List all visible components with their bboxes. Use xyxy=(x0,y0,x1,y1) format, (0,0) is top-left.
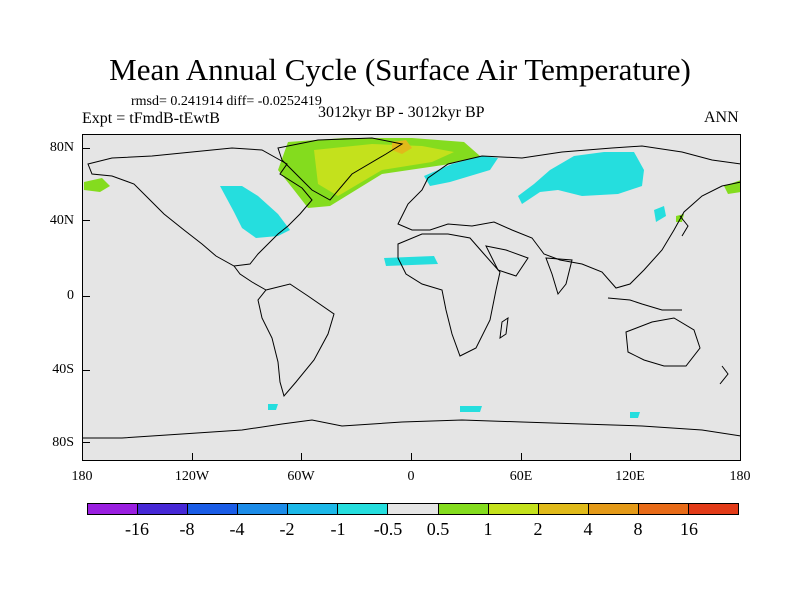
colorbar-label-10: 4 xyxy=(583,519,593,539)
colorbar-box-13 xyxy=(688,504,739,514)
lon-label-180-west: 180 xyxy=(71,469,93,484)
experiment-label: Expt = tFmdB-tEwtB xyxy=(82,110,220,127)
chart-title: Mean Annual Cycle (Surface Air Temperatu… xyxy=(109,52,691,87)
coastline-india xyxy=(545,257,573,296)
lon-label-120e: 120E xyxy=(615,469,645,484)
colorbar-box-7 xyxy=(388,504,439,514)
colorbar-box-2 xyxy=(138,504,189,514)
central-asia-cool-patch xyxy=(654,206,666,222)
greenland-yellow-patch xyxy=(314,144,454,196)
colorbar-label-9: 2 xyxy=(533,519,543,539)
lon-label-60e: 60E xyxy=(509,469,533,484)
coastline-new-zealand xyxy=(719,365,729,385)
coastline-japan xyxy=(679,215,689,237)
colorbar-label-12: 16 xyxy=(680,519,698,539)
lat-label-80n: 80N xyxy=(49,140,74,155)
southern-ocean-cool-patch xyxy=(630,412,640,418)
lat-label-40s: 40S xyxy=(52,362,74,377)
colorbar-label-5: -1 xyxy=(330,519,346,539)
colorbar-box-6 xyxy=(338,504,389,514)
lon-label-0: 0 xyxy=(407,469,415,484)
north-america-cool-patch xyxy=(220,186,290,238)
colorbar-label-1: -16 xyxy=(125,519,149,539)
east-siberia-warm-patch xyxy=(724,180,741,194)
colorbar-box-3 xyxy=(188,504,239,514)
lon-label-120w: 120W xyxy=(174,469,210,484)
lon-label-180-east: 180 xyxy=(729,469,751,484)
coastline-arabia xyxy=(485,245,529,277)
colorbar-box-4 xyxy=(238,504,289,514)
period-label: 3012kyr BP - 3012kyr BP xyxy=(318,104,485,121)
colorbar-label-2: -8 xyxy=(179,519,195,539)
lat-label-40n: 40N xyxy=(49,213,74,228)
colorbar-box-5 xyxy=(288,504,339,514)
coastline-central-america xyxy=(233,265,267,291)
colorbar-box-8 xyxy=(438,504,489,514)
stats-text: rmsd= 0.241914 diff= -0.0252419 xyxy=(131,94,322,109)
alaska-warm-patch xyxy=(84,178,110,192)
siberia-cool-patch xyxy=(518,152,644,204)
south-pacific-cool-patch xyxy=(268,404,278,410)
coastline-eurasia xyxy=(397,145,741,289)
south-atlantic-cool-patch xyxy=(460,406,482,412)
colorbar-label-6: -0.5 xyxy=(373,519,403,539)
colorbar-label-11: 8 xyxy=(633,519,643,539)
colorbar-box-10 xyxy=(538,504,589,514)
coastline-south-america xyxy=(257,283,335,398)
lat-label-0: 0 xyxy=(67,288,74,303)
colorbar-box-11 xyxy=(588,504,639,514)
season-label: ANN xyxy=(704,109,739,126)
coastlines xyxy=(82,137,741,439)
lon-label-60w: 60W xyxy=(287,469,315,484)
colorbar xyxy=(87,503,739,515)
coastline-australia xyxy=(625,317,701,367)
colorbar-box-1 xyxy=(88,504,139,514)
coastline-greenland xyxy=(277,137,404,201)
lat-label-80s: 80S xyxy=(52,435,74,450)
colorbar-label-3: -4 xyxy=(229,519,245,539)
world-map xyxy=(82,134,741,461)
colorbar-label-7: 0.5 xyxy=(426,519,450,539)
colorbar-label-8: 1 xyxy=(483,519,493,539)
colorbar-box-9 xyxy=(488,504,539,514)
colorbar-box-12 xyxy=(638,504,689,514)
colorbar-label-4: -2 xyxy=(279,519,295,539)
coastline-antarctica xyxy=(82,419,741,439)
coastline-madagascar xyxy=(499,316,509,340)
coastline-africa xyxy=(397,233,501,357)
map-ticks xyxy=(82,148,631,461)
sahara-cool-patch xyxy=(384,256,438,266)
coastline-indonesia xyxy=(607,297,682,311)
scandinavia-cool-patch xyxy=(424,156,498,186)
coastline-north-america xyxy=(87,147,313,267)
